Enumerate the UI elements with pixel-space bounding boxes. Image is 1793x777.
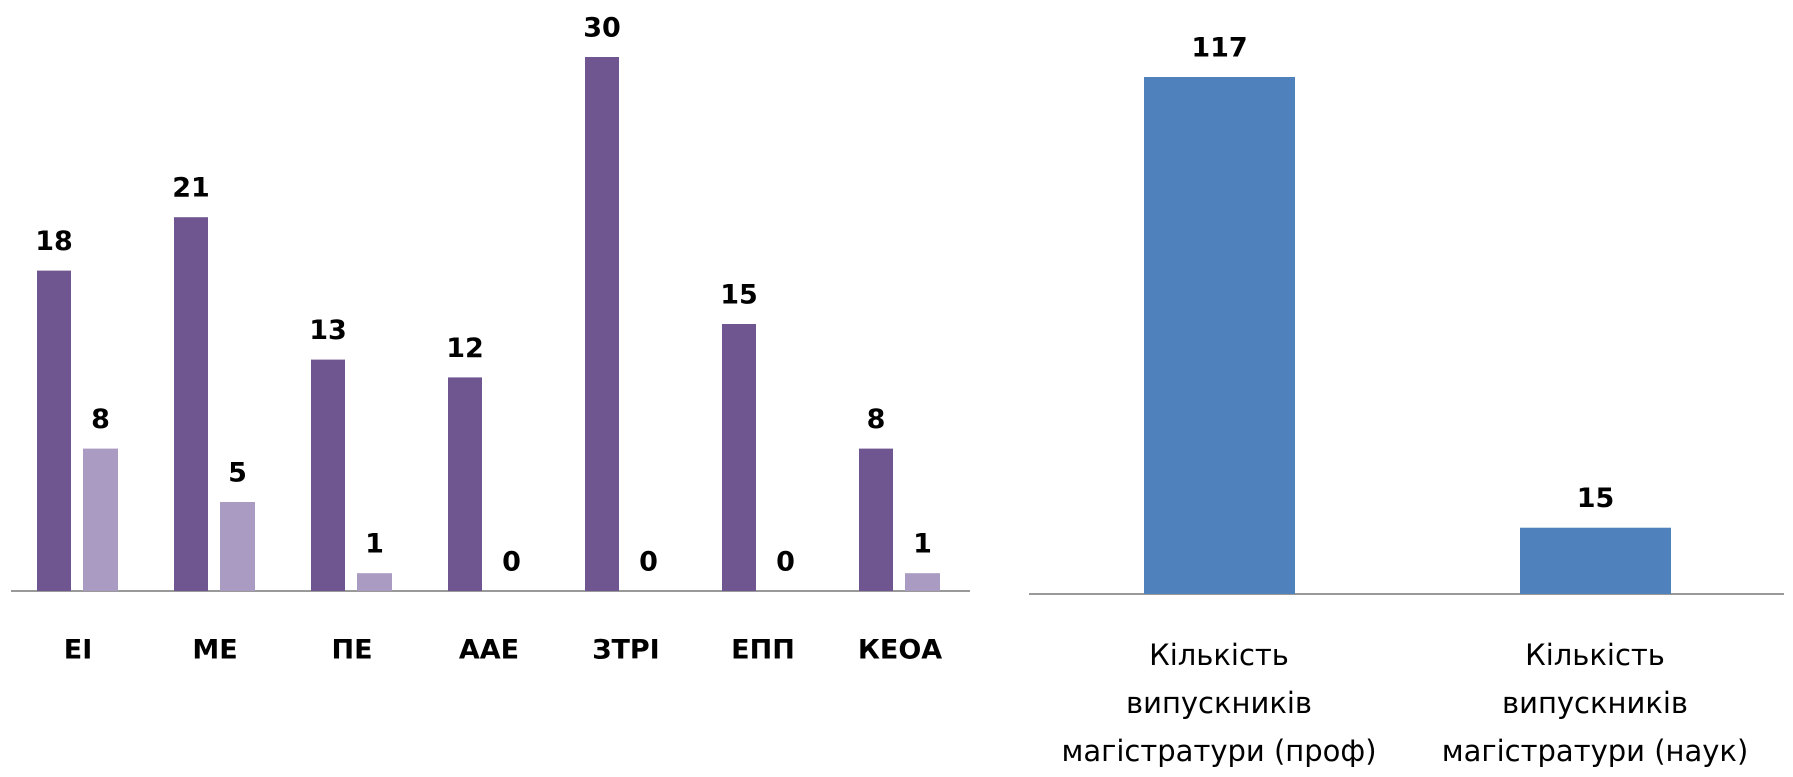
bar	[220, 502, 255, 591]
label-line: випускників	[1502, 686, 1688, 720]
x-tick-label: КЕОА	[858, 635, 942, 666]
label-line: магістратури (наук)	[1442, 734, 1749, 768]
x-tick-label: ЗТРІ	[592, 635, 659, 666]
value-label: 8	[91, 404, 110, 435]
value-label: 15	[720, 280, 758, 311]
value-label: 21	[172, 173, 210, 204]
bar	[859, 448, 893, 591]
label-line: випускників	[1126, 686, 1312, 720]
x-tick-label: ЕПП	[731, 635, 795, 666]
bar	[448, 377, 482, 591]
x-tick-label: ЕІ	[64, 635, 93, 666]
label-line: Кількість	[1149, 638, 1289, 672]
x-tick-label: Кількість випускників магістратури (наук)	[1442, 638, 1749, 768]
value-label: 1	[365, 529, 384, 560]
value-label: 0	[639, 547, 658, 578]
bar	[1520, 527, 1671, 594]
value-label: 18	[35, 226, 73, 257]
bar	[311, 359, 345, 591]
bar	[357, 573, 392, 591]
bar	[83, 448, 118, 591]
value-label: 15	[1577, 483, 1615, 514]
value-label: 0	[502, 547, 521, 578]
value-label: 8	[867, 404, 886, 435]
x-tick-label: ААЕ	[459, 635, 519, 666]
label-line: Кількість	[1525, 638, 1665, 672]
value-label: 1	[913, 529, 932, 560]
x-tick-label: МЕ	[192, 635, 237, 666]
value-label: 5	[228, 458, 247, 489]
bar	[905, 573, 940, 591]
bar	[37, 270, 71, 591]
value-label: 30	[583, 13, 621, 44]
label-line: магістратури (проф)	[1061, 734, 1376, 768]
bar	[585, 57, 619, 591]
x-tick-label: Кількість випускників магістратури (проф)	[1061, 638, 1376, 768]
value-label: 12	[446, 333, 484, 364]
value-label: 13	[309, 315, 347, 346]
bar	[722, 324, 756, 591]
value-label: 117	[1191, 33, 1247, 64]
bar	[1144, 77, 1295, 594]
value-label: 0	[776, 547, 795, 578]
bar	[174, 217, 208, 591]
x-tick-label: ПЕ	[331, 635, 372, 666]
